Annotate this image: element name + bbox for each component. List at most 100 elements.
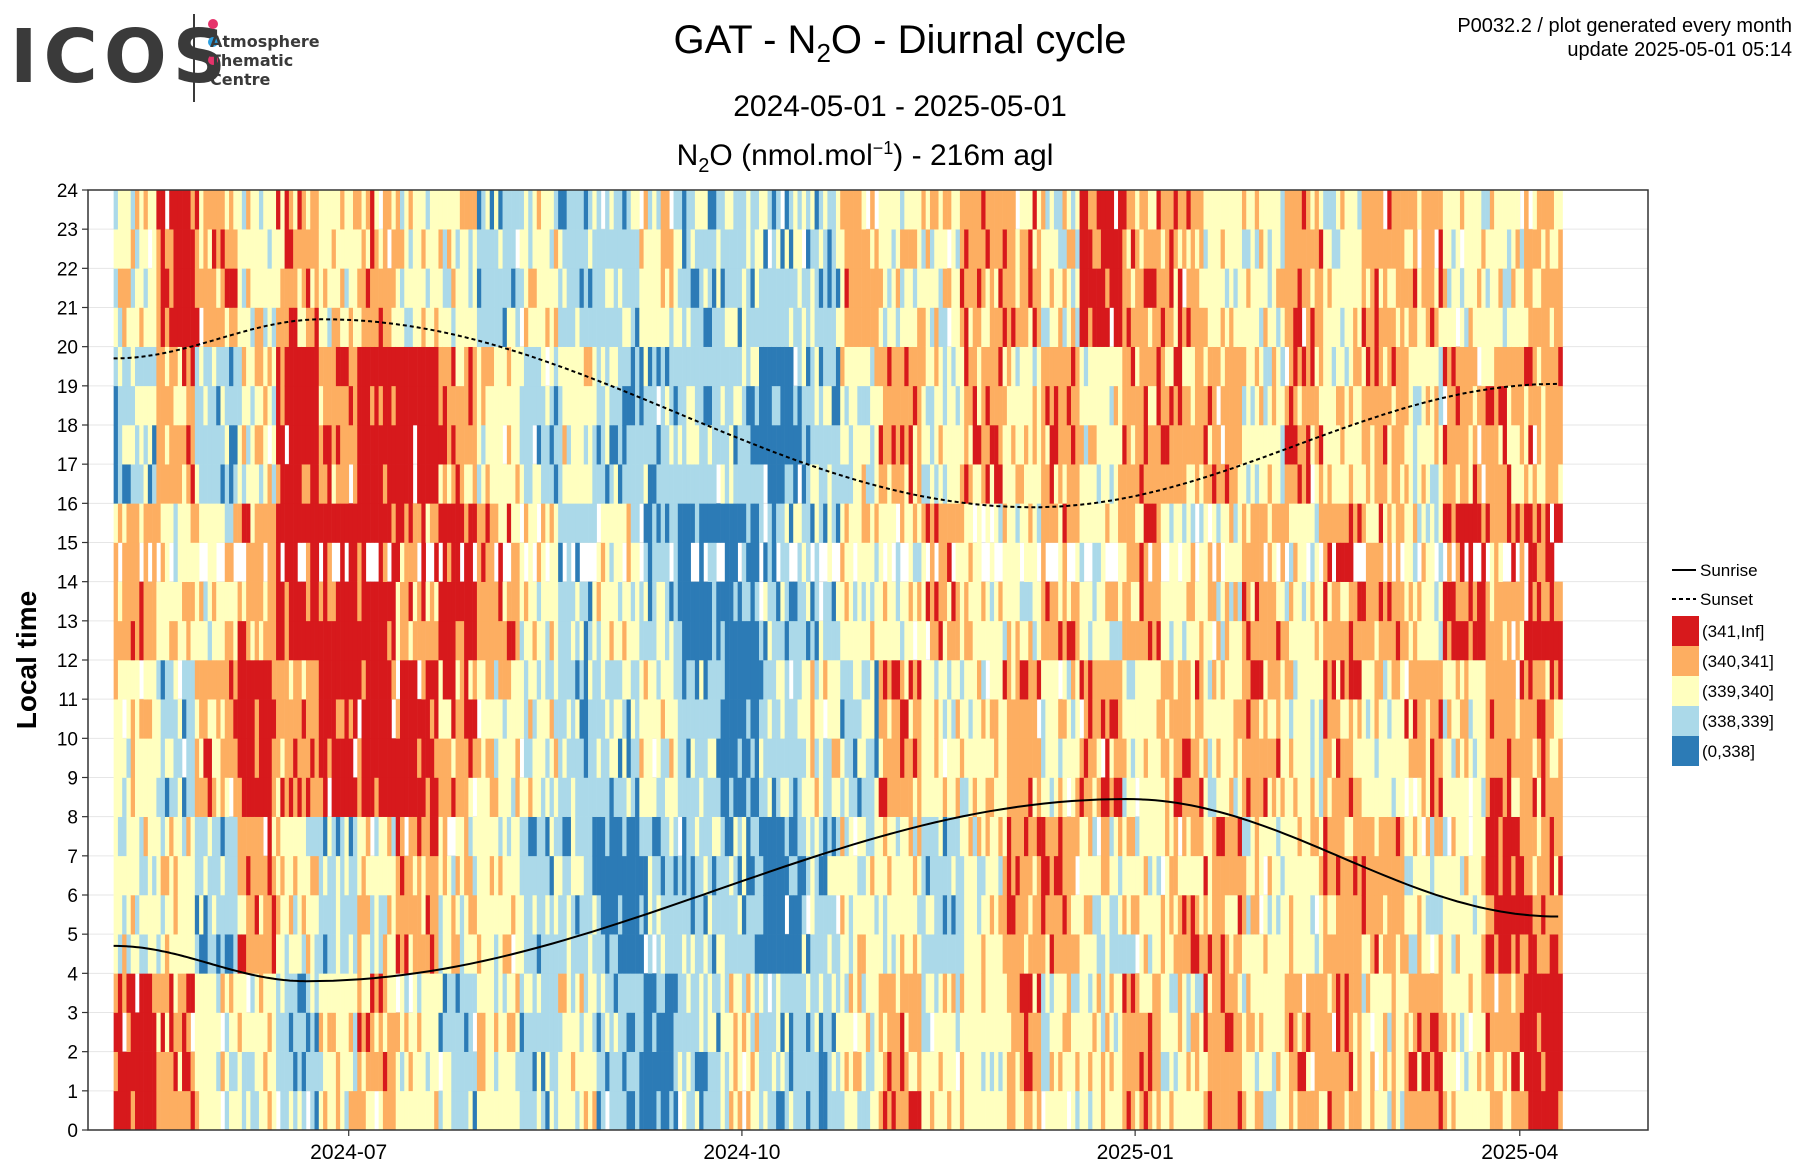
- heatmap-cell: [254, 503, 260, 543]
- heatmap-cell: [788, 777, 794, 817]
- heatmap-cell: [686, 699, 691, 739]
- heatmap-cell: [246, 581, 251, 622]
- heatmap-cell: [784, 777, 790, 817]
- heatmap-cell: [972, 464, 978, 504]
- heatmap-cell: [515, 385, 520, 426]
- heatmap-cell: [878, 660, 884, 700]
- heatmap-cell: [361, 190, 367, 230]
- heatmap-cell: [912, 1012, 918, 1052]
- heatmap-cell: [344, 425, 350, 465]
- heatmap-cell: [976, 346, 982, 387]
- heatmap-cell: [293, 1090, 298, 1131]
- heatmap-cell: [152, 699, 157, 739]
- heatmap-cell: [117, 1090, 123, 1131]
- heatmap-cell: [699, 1051, 704, 1092]
- heatmap-cell: [352, 503, 358, 543]
- heatmap-cell: [605, 542, 610, 582]
- heatmap-cell: [562, 895, 567, 935]
- heatmap-cell: [455, 581, 461, 622]
- heatmap-cell: [152, 973, 157, 1013]
- heatmap-cell: [635, 1051, 640, 1092]
- heatmap-cell: [818, 699, 824, 739]
- heatmap-cell: [506, 699, 512, 739]
- heatmap-cell: [314, 1090, 320, 1131]
- heatmap-cell: [947, 934, 952, 974]
- heatmap-cell: [532, 503, 538, 543]
- heatmap-cell: [887, 346, 892, 387]
- heatmap-cell: [515, 190, 520, 230]
- heatmap-cell: [635, 268, 640, 308]
- heatmap-cell: [434, 385, 439, 426]
- heatmap-cell: [126, 268, 132, 308]
- heatmap-cell: [541, 229, 546, 269]
- heatmap-cell: [147, 660, 153, 700]
- heatmap-cell: [895, 229, 901, 269]
- heatmap-cell: [690, 346, 696, 387]
- heatmap-cell: [348, 581, 354, 622]
- heatmap-cell: [814, 503, 820, 543]
- heatmap-cell: [759, 346, 764, 387]
- heatmap-cell: [908, 660, 914, 700]
- heatmap-cell: [912, 1051, 918, 1092]
- heatmap-cell: [135, 660, 140, 700]
- heatmap-cell: [267, 1051, 273, 1092]
- heatmap-cell: [870, 385, 875, 426]
- heatmap-cell: [669, 660, 674, 700]
- heatmap-cell: [164, 346, 170, 387]
- heatmap-cell: [395, 1051, 401, 1092]
- heatmap-cell: [331, 307, 337, 347]
- heatmap-cell: [241, 503, 247, 543]
- heatmap-cell: [588, 1051, 593, 1092]
- heatmap-cell: [741, 307, 747, 347]
- heatmap-cell: [267, 934, 273, 974]
- heatmap-cell: [891, 385, 897, 426]
- heatmap-cell: [639, 816, 644, 857]
- heatmap-cell: [759, 738, 764, 778]
- heatmap-cell: [143, 346, 149, 387]
- heatmap-cell: [917, 934, 922, 974]
- heatmap-cell: [147, 973, 153, 1013]
- heatmap-cell: [613, 307, 619, 347]
- heatmap-cell: [677, 895, 683, 935]
- heatmap-cell: [224, 307, 230, 347]
- heatmap-cell: [720, 816, 726, 857]
- heatmap-cell: [532, 581, 538, 622]
- heatmap-cell: [694, 855, 700, 896]
- heatmap-cell: [318, 855, 324, 896]
- heatmap-cell: [570, 816, 576, 857]
- heatmap-cell: [494, 777, 499, 817]
- heatmap-cell: [335, 816, 341, 857]
- heatmap-cell: [481, 816, 486, 857]
- heatmap-cell: [365, 855, 371, 896]
- heatmap-cell: [759, 895, 764, 935]
- heatmap-cell: [152, 895, 157, 935]
- heatmap-cell: [891, 660, 897, 700]
- heatmap-cell: [741, 660, 747, 700]
- heatmap-cell: [387, 895, 392, 935]
- heatmap-cell: [412, 855, 418, 896]
- heatmap-cell: [553, 777, 559, 817]
- heatmap-cell: [545, 385, 550, 426]
- heatmap-cell: [237, 503, 243, 543]
- heatmap-cell: [156, 1012, 161, 1052]
- heatmap-cell: [365, 1090, 371, 1131]
- heatmap-cell: [759, 190, 764, 230]
- heatmap-cell: [767, 190, 773, 230]
- heatmap-cell: [895, 1051, 901, 1092]
- heatmap-cell: [412, 699, 418, 739]
- heatmap-cell: [874, 1012, 879, 1052]
- heatmap-cell: [647, 385, 653, 426]
- heatmap-cell: [267, 581, 273, 622]
- heatmap-cell: [541, 1012, 546, 1052]
- heatmap-cell: [434, 581, 439, 622]
- heatmap-cell: [387, 699, 392, 739]
- heatmap-cell: [823, 1090, 828, 1131]
- heatmap-cell: [998, 816, 1003, 857]
- heatmap-cell: [511, 855, 516, 896]
- heatmap-cell: [511, 190, 516, 230]
- heatmap-cell: [506, 503, 512, 543]
- heatmap-cell: [216, 346, 221, 387]
- heatmap-cell: [865, 895, 871, 935]
- heatmap-cell: [357, 307, 362, 347]
- heatmap-cell: [835, 777, 841, 817]
